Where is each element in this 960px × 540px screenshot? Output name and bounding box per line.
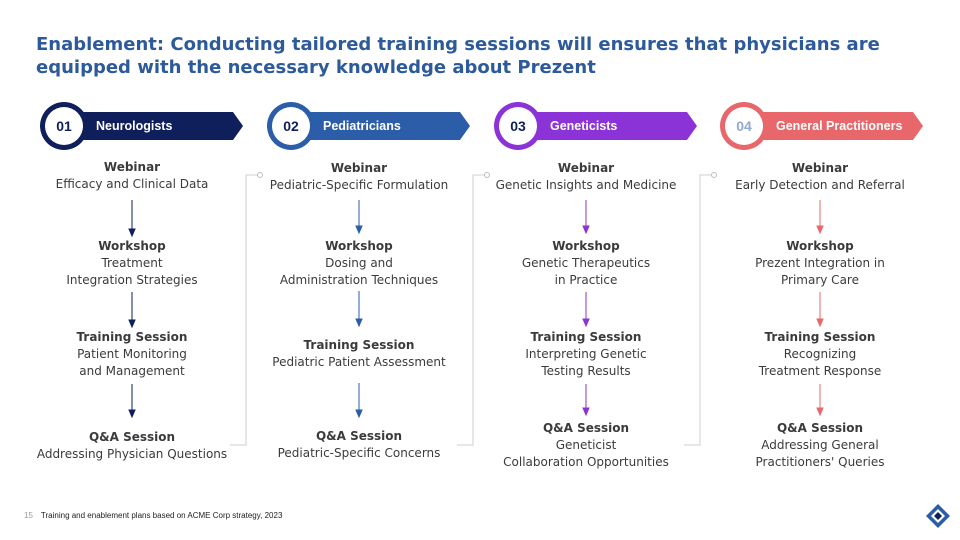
- header-general-practitioners: 04 General Practitioners: [717, 99, 927, 153]
- column-general-practitioners: Webinar Early Detection and Referral Work…: [710, 0, 930, 540]
- item-title: Webinar: [330, 161, 388, 175]
- header-neurologists: 01 Neurologists: [37, 99, 247, 153]
- item-title: Training Session: [530, 330, 642, 344]
- step-number: 03: [510, 118, 526, 134]
- header-chevron-shape: [494, 102, 697, 150]
- item-desc: Prezent Integration in Primary Care: [755, 256, 885, 287]
- page-number: 15: [24, 511, 33, 520]
- item-desc: Interpreting Genetic Testing Results: [525, 347, 647, 378]
- item-title: Workshop: [552, 239, 620, 253]
- prezent-logo-icon: [925, 503, 951, 533]
- header-label: Pediatricians: [323, 119, 401, 133]
- item-desc: Treatment Integration Strategies: [66, 256, 198, 287]
- item-title: Webinar: [557, 161, 615, 175]
- item-desc: Recognizing Treatment Response: [758, 347, 882, 378]
- list-item: Workshop Dosing and Administration Techni…: [249, 238, 469, 289]
- list-item: Training Session Interpreting Genetic Tes…: [476, 329, 696, 380]
- item-desc: Pediatric-Specific Formulation: [269, 178, 449, 192]
- header-chevron-shape: [267, 102, 470, 150]
- list-item: Training Session Pediatric Patient Assess…: [249, 337, 469, 371]
- item-desc: Geneticist Collaboration Opportunities: [503, 438, 669, 469]
- footer-note: Training and enablement plans based on A…: [40, 511, 283, 520]
- list-item: Webinar Pediatric-Specific Formulation: [249, 160, 469, 194]
- header-chevron-shape: [720, 102, 923, 150]
- list-item: Q&A Session Pediatric-Specific Concerns: [249, 428, 469, 462]
- list-item: Webinar Genetic Insights and Medicine: [476, 160, 696, 194]
- list-item: Q&A Session Geneticist Collaboration Oppo…: [476, 420, 696, 471]
- column-geneticists: Webinar Genetic Insights and Medicine Wor…: [476, 0, 696, 540]
- item-title: Q&A Session: [776, 421, 864, 435]
- item-desc: Genetic Therapeutics in Practice: [521, 256, 651, 287]
- item-title: Training Session: [303, 338, 415, 352]
- column-neurologists: Webinar Efficacy and Clinical Data Worksh…: [22, 0, 242, 540]
- item-title: Q&A Session: [315, 429, 403, 443]
- header-geneticists: 03 Geneticists: [491, 99, 701, 153]
- item-desc: Pediatric-Specific Concerns: [277, 446, 441, 460]
- step-number: 04: [736, 118, 752, 134]
- list-item: Training Session Recognizing Treatment Re…: [710, 329, 930, 380]
- list-item: Q&A Session Addressing Physician Question…: [22, 429, 242, 463]
- header-label: Neurologists: [96, 119, 173, 133]
- item-desc: Pediatric Patient Assessment: [272, 355, 446, 369]
- item-desc: Dosing and Administration Techniques: [279, 256, 439, 287]
- step-number: 02: [283, 118, 299, 134]
- step-number: 01: [56, 118, 72, 134]
- list-item: Webinar Efficacy and Clinical Data: [22, 159, 242, 193]
- item-title: Webinar: [103, 160, 161, 174]
- item-title: Training Session: [76, 330, 188, 344]
- item-title: Training Session: [764, 330, 876, 344]
- list-item: Workshop Genetic Therapeutics in Practice: [476, 238, 696, 289]
- item-title: Workshop: [98, 239, 166, 253]
- column-pediatricians: Webinar Pediatric-Specific Formulation Wo…: [249, 0, 469, 540]
- item-desc: Early Detection and Referral: [735, 178, 905, 192]
- item-title: Q&A Session: [88, 430, 176, 444]
- item-title: Workshop: [786, 239, 854, 253]
- slide-title: Enablement: Conducting tailored training…: [36, 34, 880, 78]
- header-chevron-shape: [40, 102, 243, 150]
- header-label: Geneticists: [550, 119, 618, 133]
- list-item: Workshop Prezent Integration in Primary C…: [710, 238, 930, 289]
- list-item: Q&A Session Addressing General Practition…: [710, 420, 930, 471]
- list-item: Workshop Treatment Integration Strategies: [22, 238, 242, 289]
- item-title: Q&A Session: [542, 421, 630, 435]
- item-desc: Addressing General Practitioners' Querie…: [755, 438, 885, 469]
- item-desc: Patient Monitoring and Management: [77, 347, 187, 378]
- item-title: Webinar: [791, 161, 849, 175]
- item-desc: Genetic Insights and Medicine: [495, 178, 677, 192]
- item-desc: Addressing Physician Questions: [36, 447, 228, 461]
- item-desc: Efficacy and Clinical Data: [55, 177, 209, 191]
- list-item: Training Session Patient Monitoring and M…: [22, 329, 242, 380]
- list-item: Webinar Early Detection and Referral: [710, 160, 930, 194]
- header-pediatricians: 02 Pediatricians: [264, 99, 474, 153]
- footer: 15 Training and enablement plans based on…: [24, 511, 282, 520]
- item-title: Workshop: [325, 239, 393, 253]
- header-label: General Practitioners: [776, 119, 903, 133]
